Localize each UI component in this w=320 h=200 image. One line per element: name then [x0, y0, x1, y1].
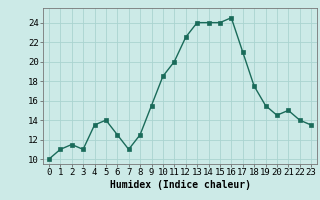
X-axis label: Humidex (Indice chaleur): Humidex (Indice chaleur) [109, 180, 251, 190]
